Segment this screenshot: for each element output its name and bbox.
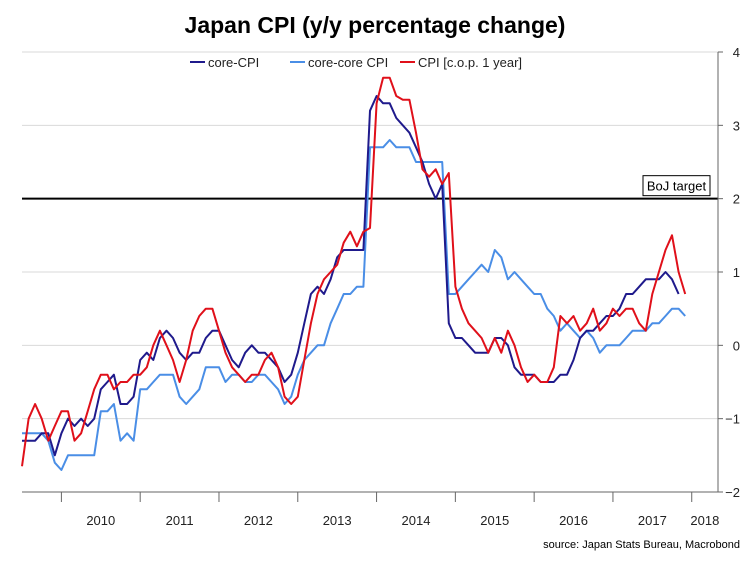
series-line-core-core-cpi [22,139,686,471]
y-tick-label: 0 [733,338,740,353]
y-tick-label: 2 [733,192,740,207]
x-tick-label: 2011 [166,513,194,528]
x-tick-label: 2018 [690,513,719,528]
x-tick-label: 2012 [244,513,273,528]
x-tick-label: 2016 [559,513,588,528]
series-line-core-cpi [22,95,680,457]
x-tick-label: 2017 [638,513,667,528]
x-tick-label: 2013 [323,513,352,528]
legend-label: CPI [c.o.p. 1 year] [418,55,522,70]
x-tick-label: 2010 [86,513,115,528]
legend-label: core-core CPI [308,55,388,70]
y-tick-label: 3 [733,118,740,133]
x-tick-label: 2014 [402,513,431,528]
source-note: source: Japan Stats Bureau, Macrobond [543,539,740,551]
series-lines [21,76,687,471]
legend: core-CPI core-core CPI CPI [c.o.p. 1 year] [190,55,522,70]
boj-target-box [642,175,711,197]
chart-title: Japan CPI (y/y percentage change) [185,12,566,38]
boj-target-line: BoJ target [22,175,718,200]
y-tick-label: −1 [725,412,740,427]
series-line-cpi-c-o-p-1-year [21,76,687,467]
y-tick-label: 1 [733,265,740,280]
y-tick-label: −2 [725,485,740,500]
axes: 4 3 2 1 0 −1 −2 2010 2011 2012 2013 2014 2015 2016 201… [22,45,740,528]
x-tick-label: 2015 [480,513,509,528]
legend-label: core-CPI [208,55,259,70]
boj-target-label: BoJ target [647,179,707,194]
y-tick-label: 4 [733,45,740,60]
